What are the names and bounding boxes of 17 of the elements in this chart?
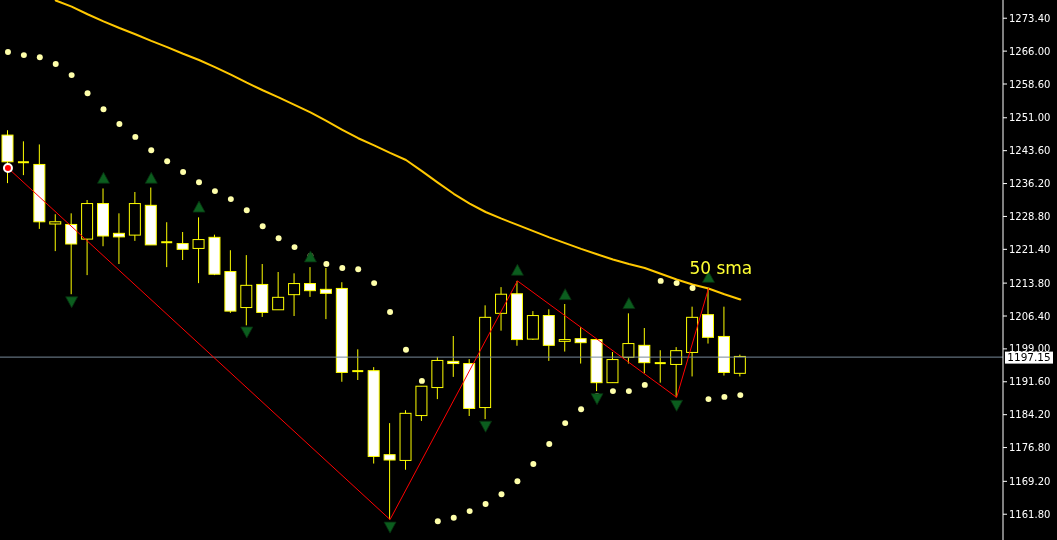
y-tick-label: 1221.40 (1009, 243, 1051, 255)
y-tick-label: 1266.00 (1009, 45, 1051, 57)
y-tick-label: 1161.80 (1009, 508, 1051, 520)
ref-line-label: 1197.15 (1007, 351, 1051, 364)
series-label: 50 sma (689, 257, 753, 278)
y-tick-label: 1251.00 (1009, 112, 1051, 124)
y-tick-label: 1191.60 (1009, 376, 1051, 388)
y-tick-label: 1273.40 (1009, 12, 1051, 24)
y-tick-label: 1243.60 (1009, 145, 1051, 157)
y-tick-label: 1206.40 (1009, 310, 1051, 322)
y-tick-label: 1169.20 (1009, 475, 1051, 487)
y-tick-label: 1213.80 (1009, 277, 1051, 289)
y-tick-label: 1176.80 (1009, 442, 1051, 454)
y-tick-label: 1258.60 (1009, 78, 1051, 90)
y-tick-label: 1236.20 (1009, 178, 1051, 190)
y-tick-label: 1184.20 (1009, 409, 1051, 421)
y-tick-label: 1228.80 (1009, 210, 1051, 222)
